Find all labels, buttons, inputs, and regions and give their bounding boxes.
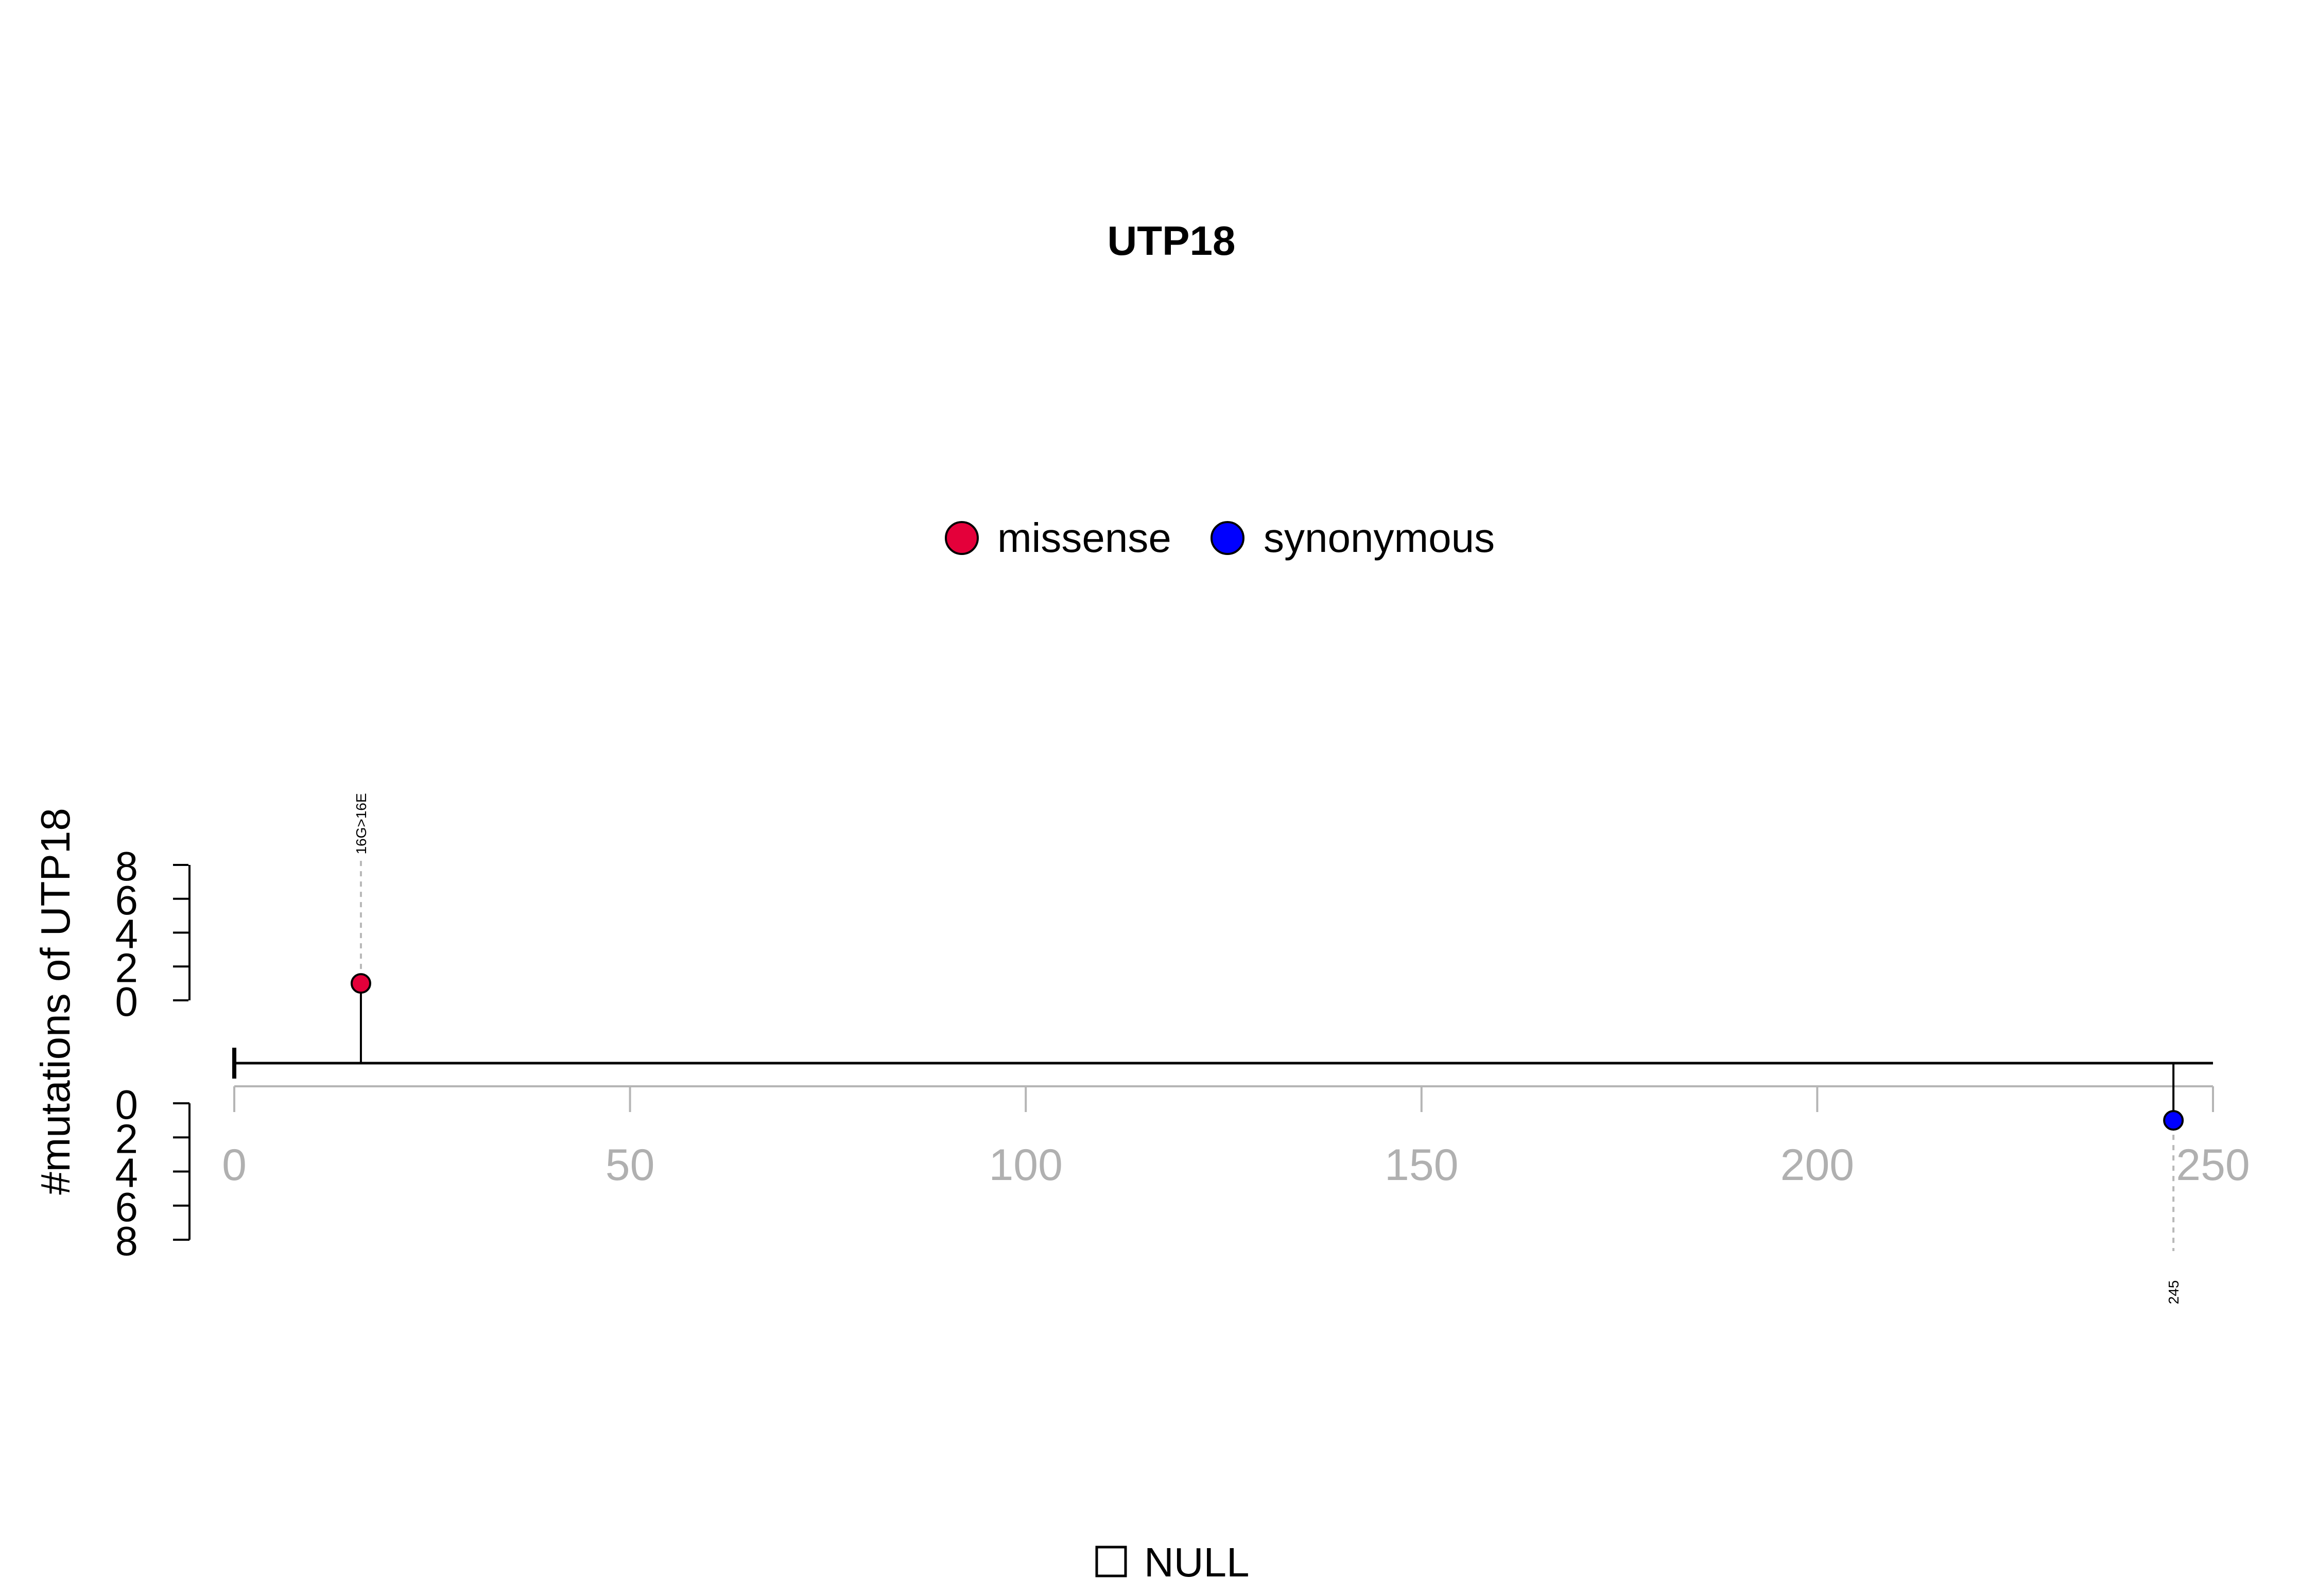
x-tick-label: 100 <box>989 1140 1063 1190</box>
y-tick-label: 4 <box>115 1150 139 1196</box>
y-axis-label: #mutations of UTP18 <box>32 808 78 1194</box>
domain-legend: NULL <box>1095 1539 1250 1585</box>
mutation-label: 245 <box>2166 1280 2182 1305</box>
y-tick-label: 0 <box>115 1082 139 1127</box>
legend-marker-synonymous <box>1211 521 1244 555</box>
y-tick-label: 6 <box>115 1184 139 1230</box>
x-tick-label: 50 <box>606 1140 655 1190</box>
domain-legend-label: NULL <box>1144 1539 1250 1585</box>
y-tick-label: 0 <box>115 979 139 1025</box>
chart-title: UTP18 <box>1108 218 1236 264</box>
x-tick-label: 150 <box>1385 1140 1459 1190</box>
y-tick-label: 8 <box>115 1218 139 1264</box>
mutation-layer: 16G>16E 245 <box>350 793 2184 1305</box>
y-tick-label: 8 <box>115 843 139 889</box>
mutation-point-missense <box>350 973 371 994</box>
mutation-label: 16G>16E <box>353 793 369 854</box>
x-tick-label: 250 <box>2176 1140 2250 1190</box>
legend-label-missense: missense <box>997 515 1171 561</box>
legend-marker-missense <box>945 521 979 555</box>
y-tick-label: 2 <box>115 945 139 991</box>
protein-backbone <box>232 1048 2213 1079</box>
y-tick-label: 4 <box>115 911 139 957</box>
y-tick-label: 2 <box>115 1116 139 1161</box>
mutation-point-synonymous <box>2163 1110 2184 1131</box>
legend: missense synonymous <box>945 515 1495 561</box>
domain-legend-swatch <box>1095 1546 1127 1577</box>
x-axis: 0 50 100 150 200 250 <box>222 1085 2250 1190</box>
x-tick-label: 0 <box>222 1140 247 1190</box>
y-tick-label: 6 <box>115 877 139 923</box>
x-tick-label: 200 <box>1780 1140 1855 1190</box>
legend-label-synonymous: synonymous <box>1264 515 1495 561</box>
